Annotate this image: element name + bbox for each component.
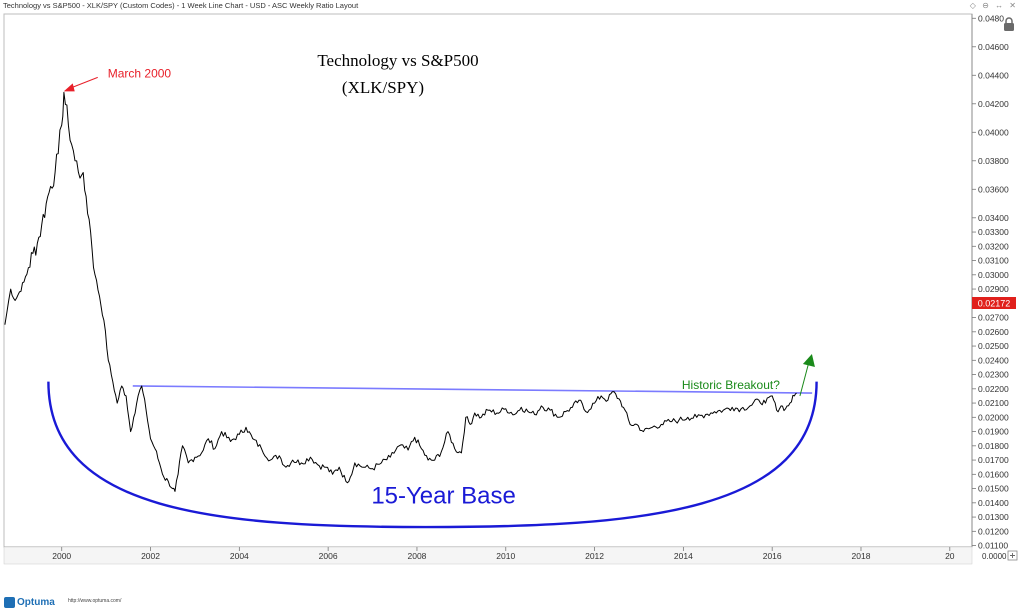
y-tick-label: 0.02200	[978, 384, 1009, 394]
x-tick-label: 2008	[407, 551, 426, 561]
y-tick-label: 0.03600	[978, 184, 1009, 194]
footer: Optuma http://www.optuma.com/	[0, 595, 1024, 611]
annotation-base-label: 15-Year Base	[371, 483, 516, 510]
base-arc	[47, 381, 818, 529]
y-tick-label: 0.01800	[978, 441, 1009, 451]
toolbar-icons[interactable]: ◇ ⊖ ↔ ✕	[969, 1, 1018, 10]
y-tick-label: 0.02700	[978, 313, 1009, 323]
logo-mark-icon	[4, 596, 15, 608]
x-tick-label: 2016	[763, 551, 782, 561]
annotations: March 2000 Historic Breakout? 15-Year Base	[63, 66, 815, 510]
x-tick-label: 2006	[319, 551, 338, 561]
y-tick-label: 0.04200	[978, 99, 1009, 109]
y-tick-label: 0.04400	[978, 70, 1009, 80]
logo-text: Optuma	[17, 596, 55, 608]
y-tick-label: 0.01100	[978, 541, 1008, 551]
annotation-arrow-line-breakout	[799, 361, 810, 397]
annotation-arrowhead-march-2000	[63, 83, 75, 92]
y-tick-label: 0.0480	[978, 13, 1004, 23]
y-tick-label: 0.01200	[978, 526, 1009, 536]
x-axis-ticks: 2000 2002 2004 2006 2008 2010 2012 2014 2016 2018…	[52, 547, 955, 561]
x-tick-label: 2002	[141, 551, 160, 561]
y-tick-label: 0.03100	[978, 256, 1009, 266]
annotation-arrow-line-march-2000	[69, 76, 98, 89]
y-tick-label: 0.02000	[978, 412, 1009, 422]
y-tick-label: 0.01400	[978, 498, 1009, 508]
y-tick-label: 0.02400	[978, 355, 1009, 365]
annotation-march-2000: March 2000	[108, 66, 172, 80]
x-axis-band	[3, 546, 973, 565]
y-tick-label: 0.02600	[978, 327, 1009, 337]
y-tick-label: 0.03000	[978, 270, 1009, 280]
chart-subtitle: (XLK/SPY)	[342, 78, 424, 97]
y-tick-label: 0.04600	[978, 42, 1009, 52]
y-tick-label: 0.04000	[978, 127, 1009, 137]
lock-icon[interactable]	[1004, 17, 1014, 31]
y-tick-label: 0.01700	[978, 455, 1009, 465]
x-tick-label: 2000	[52, 551, 71, 561]
footer-url[interactable]: http://www.optuma.com/	[68, 598, 122, 604]
y-tick-label: 0.01900	[978, 427, 1009, 437]
y-tick-label: 0.02100	[978, 398, 1009, 408]
series-line-xlk-spy	[4, 91, 797, 492]
annotation-historic-breakout: Historic Breakout?	[682, 378, 780, 392]
x-tick-label: 2004	[230, 551, 249, 561]
y-tick-label: 0.02300	[978, 370, 1009, 380]
y-tick-label: 0.03400	[978, 213, 1009, 223]
annotation-arrowhead-breakout	[802, 354, 815, 368]
chart-title: Technology vs S&P500	[317, 51, 478, 70]
y-tick-label: 0.02500	[978, 341, 1009, 351]
last-value-badge	[972, 297, 1016, 309]
last-value-label: 0.02172	[978, 299, 1011, 309]
optuma-logo: Optuma	[4, 595, 55, 609]
y-tick-label: 0.02900	[978, 284, 1009, 294]
y-tick-label: 0.01600	[978, 469, 1009, 479]
y-axis-ticks: 0.01100 0.01200 0.01300 0.01400 0.01500 0.016…	[972, 13, 1009, 551]
x-tick-label: 2018	[852, 551, 871, 561]
x-tick-label: 2014	[674, 551, 693, 561]
x-tick-label: 2010	[496, 551, 515, 561]
y-tick-label: 0.03800	[978, 156, 1009, 166]
y-tick-label: 0.01500	[978, 484, 1009, 494]
y-tick-label: 0.03300	[978, 227, 1009, 237]
x-tick-label: 2012	[585, 551, 604, 561]
chart-window-title: Technology vs S&P500 - XLK/SPY (Custom C…	[3, 1, 359, 10]
x-tick-label: 20	[945, 551, 955, 561]
plot-area	[3, 13, 973, 548]
axis-corner-label: 0.0000	[982, 552, 1007, 561]
resistance-trend-line	[132, 385, 813, 394]
window-title-bar: Technology vs S&P500 - XLK/SPY (Custom C…	[0, 0, 1024, 14]
axis-corner-icon[interactable]	[1007, 550, 1018, 561]
y-tick-label: 0.01300	[978, 512, 1009, 522]
y-tick-label: 0.03200	[978, 241, 1009, 251]
